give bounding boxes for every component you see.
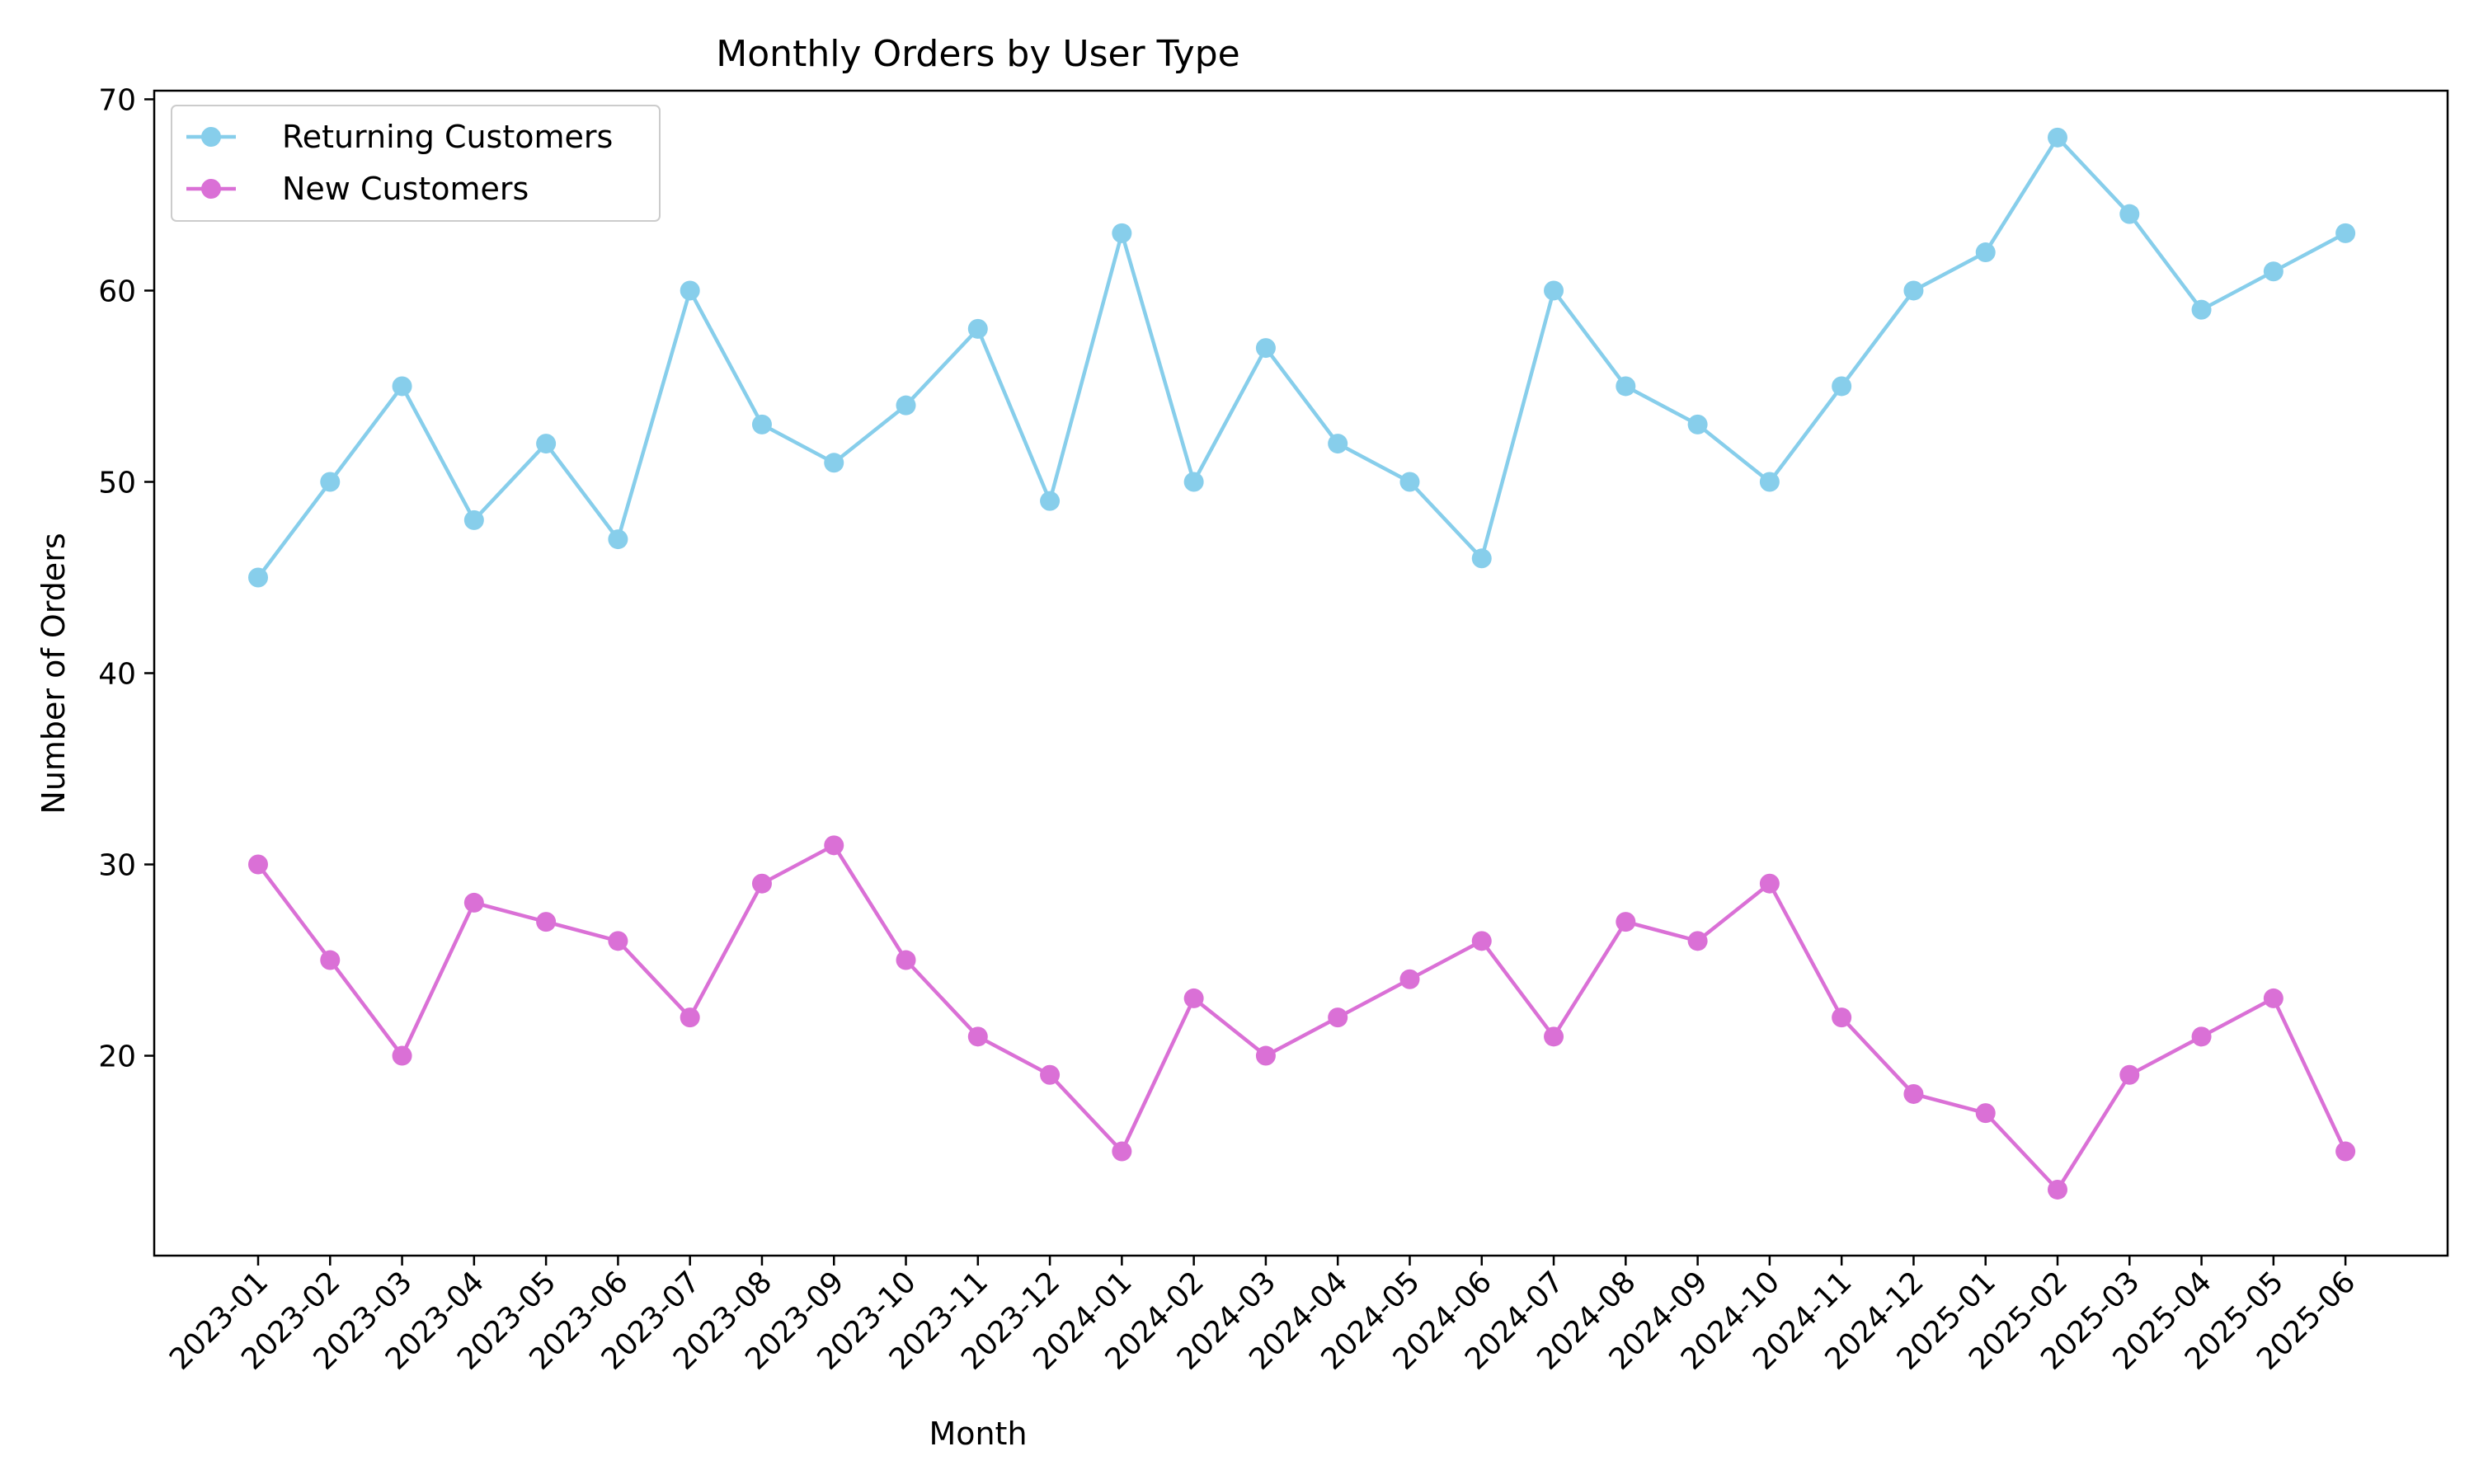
- data-point: [967, 318, 988, 339]
- data-point: [608, 931, 628, 951]
- data-point: [248, 567, 268, 588]
- series-line-0: [256, 135, 2347, 579]
- data-point: [896, 395, 916, 416]
- y-tick-label: 30: [98, 849, 136, 883]
- data-point: [320, 950, 341, 970]
- data-point: [320, 472, 341, 492]
- x-axis-label: Month: [929, 1416, 1027, 1452]
- data-point: [1544, 280, 1564, 301]
- data-point: [1832, 1007, 1852, 1028]
- data-point: [751, 414, 772, 434]
- data-point: [1832, 376, 1852, 397]
- data-point: [1687, 414, 1708, 434]
- data-point: [1183, 988, 1204, 1008]
- data-point: [1183, 472, 1204, 492]
- data-point: [1255, 338, 1276, 359]
- data-point: [1399, 472, 1420, 492]
- data-point: [824, 453, 844, 473]
- data-point: [1471, 931, 1492, 951]
- y-tick-label: 40: [98, 658, 136, 692]
- data-point: [1471, 548, 1492, 569]
- data-point: [1399, 969, 1420, 989]
- data-point: [1112, 1141, 1132, 1162]
- legend-label: New Customers: [282, 171, 529, 207]
- data-point: [1328, 434, 1348, 454]
- data-point: [1616, 912, 1636, 932]
- data-point: [1975, 1103, 1996, 1124]
- data-point: [2048, 127, 2067, 148]
- legend-swatch-marker: [201, 179, 221, 199]
- data-point: [392, 1045, 412, 1066]
- legend-swatch-marker: [201, 127, 221, 147]
- data-point: [1255, 1045, 1276, 1066]
- data-point: [1759, 873, 1780, 894]
- data-point: [1759, 472, 1780, 492]
- data-point: [248, 854, 268, 875]
- data-point: [1040, 491, 1061, 511]
- legend-label: Returning Customers: [282, 119, 613, 155]
- legend-box: [171, 105, 661, 222]
- data-point: [536, 912, 557, 932]
- y-tick-label: 70: [98, 83, 136, 117]
- data-point: [2191, 1026, 2212, 1047]
- data-point: [2119, 1064, 2140, 1085]
- data-point: [1903, 1083, 1924, 1104]
- data-point: [1687, 931, 1708, 951]
- y-axis-label: Number of Orders: [35, 533, 72, 814]
- data-point: [2119, 204, 2140, 224]
- data-point: [2335, 1141, 2356, 1162]
- data-point: [2191, 299, 2212, 320]
- y-tick-label: 20: [98, 1040, 136, 1074]
- data-point: [1616, 376, 1636, 397]
- data-point: [2263, 988, 2284, 1008]
- data-point: [751, 873, 772, 894]
- data-point: [1975, 242, 1996, 263]
- data-point: [536, 434, 557, 454]
- data-point: [2048, 1179, 2067, 1200]
- data-point: [1903, 280, 1924, 301]
- data-point: [1040, 1064, 1061, 1085]
- data-point: [680, 1007, 700, 1028]
- data-point: [896, 950, 916, 970]
- data-point: [1544, 1026, 1564, 1047]
- data-point: [392, 376, 412, 397]
- data-point: [1328, 1007, 1348, 1028]
- data-point: [824, 835, 844, 856]
- legend: Returning Customers New Customers: [171, 105, 661, 222]
- data-point: [967, 1026, 988, 1047]
- data-point: [1112, 223, 1132, 243]
- data-point: [680, 280, 700, 301]
- plot-area: [248, 127, 2356, 1200]
- data-point: [463, 892, 484, 913]
- y-tick-label: 60: [98, 275, 136, 308]
- data-point: [608, 529, 628, 550]
- series-line-1: [256, 843, 2348, 1192]
- data-point: [463, 510, 484, 530]
- y-tick-label: 50: [98, 466, 136, 500]
- chart-title: Monthly Orders by User Type: [716, 33, 1239, 75]
- data-point: [2263, 261, 2284, 282]
- data-point: [2335, 223, 2356, 243]
